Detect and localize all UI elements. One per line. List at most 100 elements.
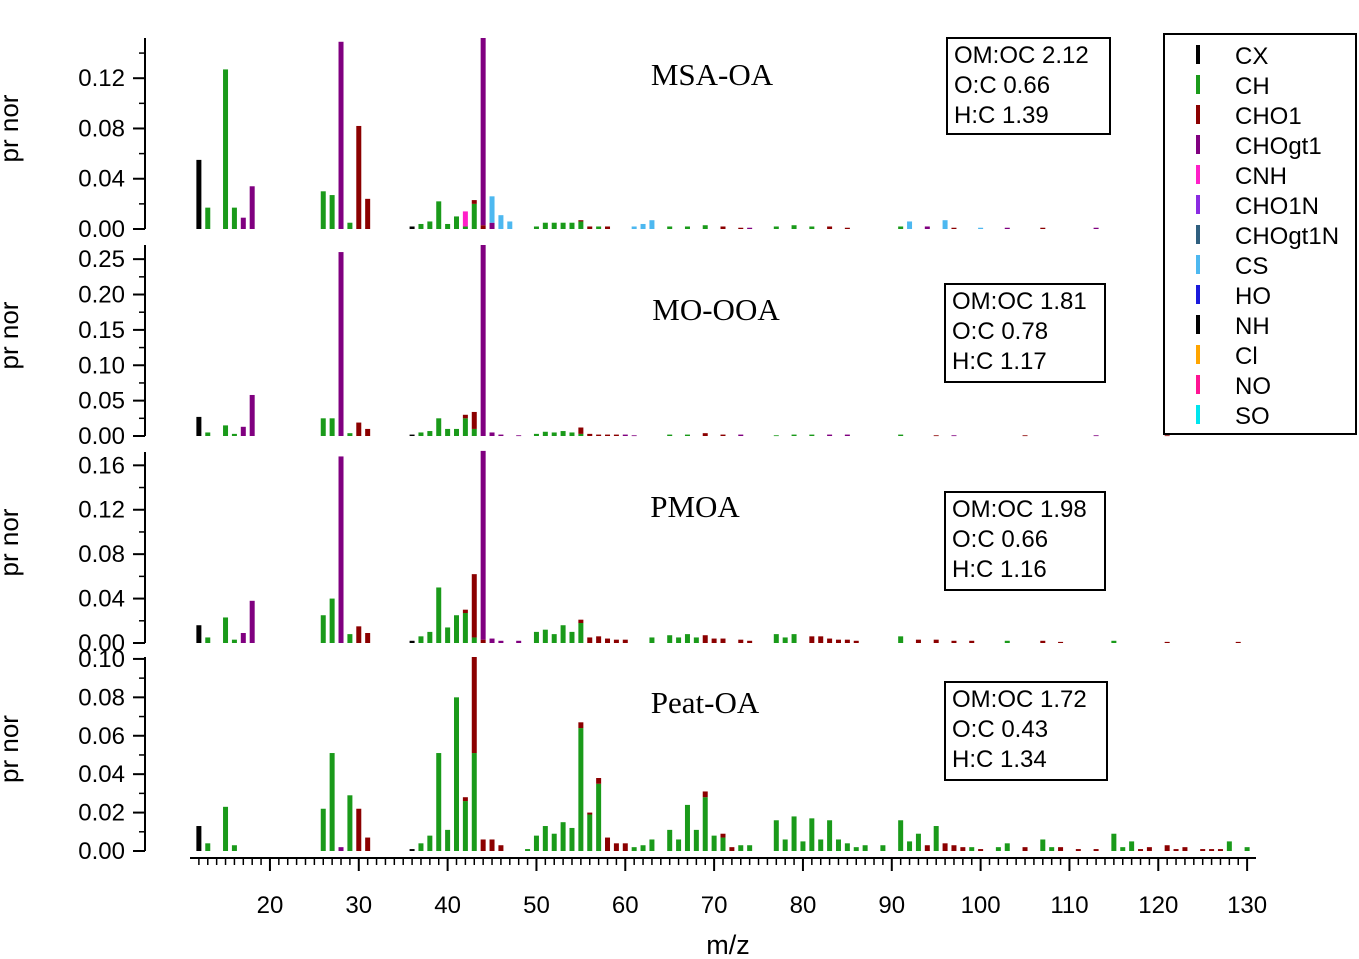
ratio-box — [946, 37, 1111, 135]
y-axis-label: pr nor — [0, 715, 24, 783]
y-tick-label: 0.08 — [78, 115, 125, 142]
legend-swatch-so — [1196, 405, 1200, 424]
bar-mz99-CH — [969, 847, 975, 851]
bar-mz98-CHO1 — [960, 847, 966, 851]
bar-mz77-CH — [773, 634, 779, 643]
bar-mz63-CS — [649, 220, 655, 229]
bar-mz42-CHO1 — [462, 414, 468, 419]
y-tick-label: 0.25 — [78, 246, 125, 273]
bar-mz127-CHO1 — [1217, 849, 1223, 851]
bar-mz15-CH — [223, 806, 229, 851]
bar-mz45-CHOgt1 — [489, 432, 495, 436]
bar-mz39-CH — [436, 753, 442, 851]
panel-title: Peat-OA — [651, 685, 760, 720]
bar-mz119-CHO1 — [1146, 847, 1152, 851]
legend-swatch-nh — [1196, 315, 1200, 334]
bar-mz63-CH — [649, 637, 655, 643]
bar-mz66-CH — [676, 637, 682, 643]
bar-mz37-CH — [418, 432, 424, 436]
bar-mz56-CHO1 — [587, 637, 593, 643]
legend-label: CHO1N — [1235, 193, 1319, 220]
bar-mz97-CHO1 — [951, 845, 957, 851]
bar-mz57-CH — [596, 783, 602, 851]
legend-label: NO — [1235, 373, 1271, 400]
bar-mz16-CH — [231, 845, 237, 851]
y-tick-label: 0.00 — [78, 216, 125, 243]
bar-mz67-CH — [684, 804, 690, 851]
bar-mz15-CH — [223, 617, 229, 643]
bar-mz31-CHO1 — [365, 633, 371, 643]
bar-mz43-CHO1 — [471, 411, 477, 429]
y-tick-label: 0.08 — [78, 684, 125, 711]
x-tick-label: 120 — [1138, 892, 1178, 919]
x-tick-label: 30 — [345, 892, 372, 919]
bar-mz29-CH — [347, 795, 353, 851]
bar-mz83-CHO1 — [827, 226, 833, 229]
bar-mz15-CH — [223, 425, 229, 436]
bar-mz85-CHO1 — [844, 227, 850, 229]
bar-mz74-CHO1 — [747, 640, 753, 643]
bar-mz95-CHO1 — [933, 435, 939, 437]
legend-swatch-no — [1196, 375, 1200, 394]
bar-mz13-CH — [205, 207, 211, 229]
ratio-text: O:C 0.66 — [954, 72, 1050, 99]
bar-mz29-CH — [347, 433, 353, 436]
bar-mz60-CHOgt1 — [622, 434, 628, 436]
bar-mz107-CHO1 — [1040, 640, 1046, 643]
ratio-text: O:C 0.66 — [952, 526, 1048, 553]
bar-mz77-CH — [773, 226, 779, 229]
x-tick-label: 90 — [878, 892, 905, 919]
ratio-box — [944, 283, 1106, 383]
bar-mz61-CH — [631, 847, 637, 851]
bar-mz27-CH — [329, 418, 335, 436]
y-tick-label: 0.16 — [78, 452, 125, 479]
x-tick-label: 130 — [1227, 892, 1267, 919]
legend-entries: CX CH CHO1 CHOgt1 CNH CHO1N CHOgt1N CS HO NH Cl NO S… — [1196, 43, 1339, 430]
bar-mz93-CHO1 — [915, 639, 921, 643]
x-tick-label: 80 — [790, 892, 817, 919]
bar-mz55-CHO1 — [578, 427, 584, 434]
bar-mz66-CH — [676, 839, 682, 851]
x-ticks: 20 30 40 50 60 70 80 90 100 110 120 130 — [198, 858, 1267, 919]
bar-mz51-CH — [542, 222, 548, 229]
bar-mz69-CH — [702, 797, 708, 851]
bar-mz45-CS — [489, 196, 495, 223]
bar-mz71-CHO1 — [720, 638, 726, 643]
bar-mz39-CH — [436, 418, 442, 436]
bar-mz97-CHO1 — [951, 227, 957, 229]
x-tick-label: 100 — [961, 892, 1001, 919]
bar-mz18-CHOgt1 — [249, 394, 255, 436]
bar-mz17-CHOgt1 — [240, 633, 246, 643]
bar-mz46-CHOgt1 — [498, 434, 504, 436]
bar-mz73-CHO1 — [738, 227, 744, 229]
bar-mz80-CH — [800, 841, 806, 851]
bar-mz68-CH — [693, 829, 699, 851]
bar-mz92-CH — [907, 841, 913, 851]
bar-mz72-CHO1 — [729, 847, 735, 851]
ratio-text: H:C 1.16 — [952, 556, 1047, 583]
y-axis-label: pr nor — [0, 508, 24, 576]
bar-mz93-CH — [915, 833, 921, 851]
bar-mz113-CHOgt1 — [1093, 227, 1099, 229]
x-tick-label: 60 — [612, 892, 639, 919]
y-tick-label: 0.06 — [78, 723, 125, 750]
bar-mz96-CS — [942, 220, 948, 229]
bar-mz69-CHO1 — [702, 635, 708, 643]
bar-mz84-CH — [835, 839, 841, 851]
bar-mz60-CHO1 — [622, 843, 628, 851]
bar-mz52-CH — [551, 833, 557, 851]
bar-mz53-CH — [560, 822, 566, 851]
bar-mz52-CH — [551, 222, 557, 229]
legend-label: CX — [1235, 43, 1268, 70]
ratio-text: H:C 1.34 — [952, 746, 1047, 773]
bar-mz44-CHO1 — [480, 839, 486, 851]
bar-mz65-CH — [667, 226, 673, 229]
bar-mz71-CHO1 — [720, 833, 726, 838]
bar-mz83-CHOgt1 — [827, 434, 833, 436]
bar-mz16-CH — [231, 639, 237, 643]
bar-mz123-CHO1 — [1182, 847, 1188, 851]
bar-mz56-CHO1 — [587, 812, 593, 815]
bar-mz42-CNH — [462, 211, 468, 227]
bar-mz18-CHOgt1 — [249, 186, 255, 229]
bar-mz40-CH — [445, 223, 451, 229]
